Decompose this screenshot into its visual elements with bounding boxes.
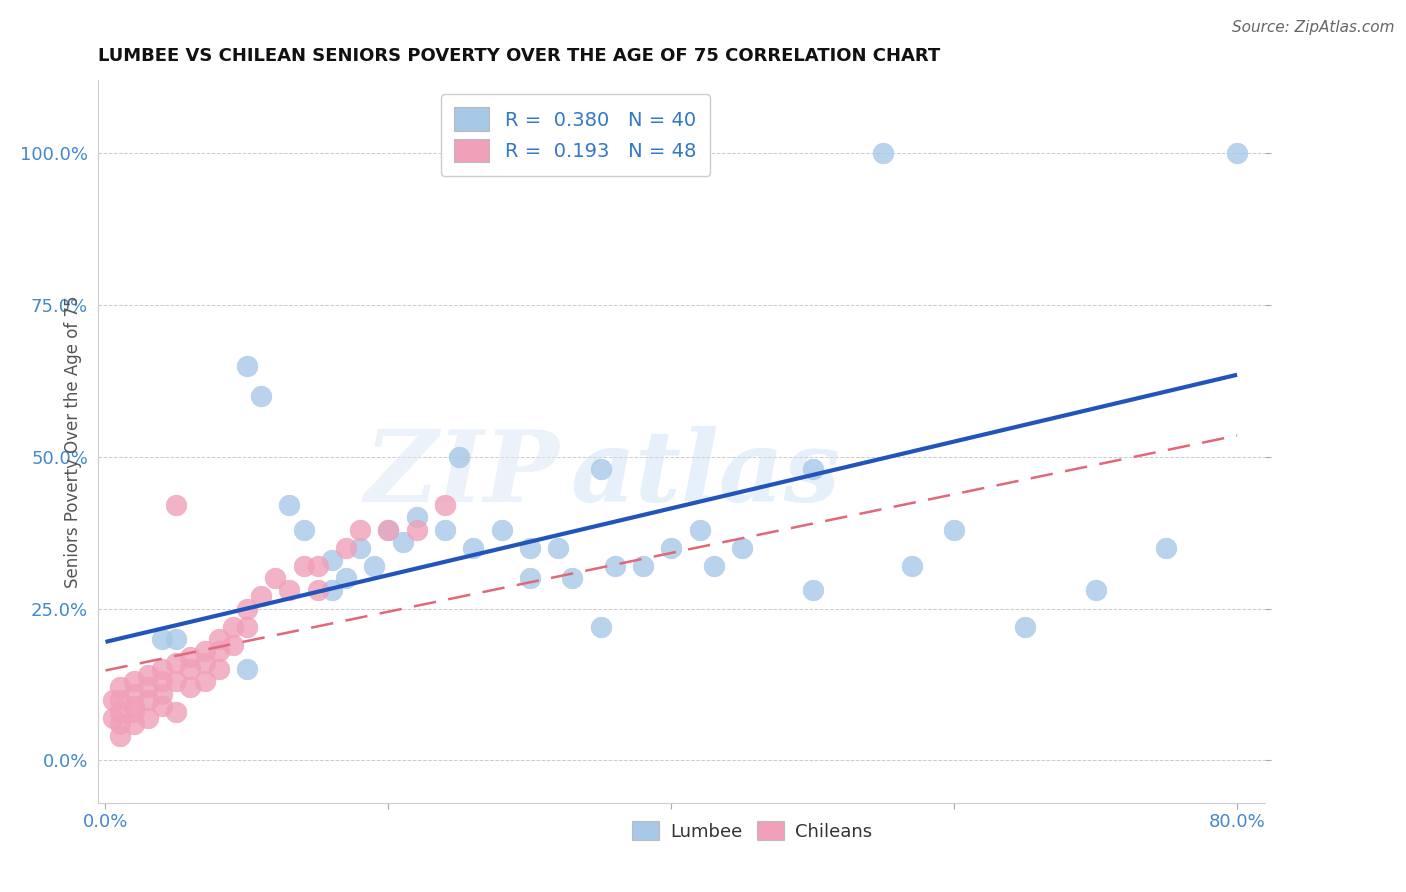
Point — [179, 662, 201, 676]
Point — [150, 698, 173, 713]
Point — [122, 686, 145, 700]
Point — [150, 662, 173, 676]
Point — [101, 692, 124, 706]
Point — [250, 389, 273, 403]
Point — [264, 571, 287, 585]
Point — [193, 644, 215, 658]
Point — [1226, 146, 1249, 161]
Point — [108, 692, 131, 706]
Point — [433, 498, 456, 512]
Point — [236, 359, 259, 373]
Point — [900, 559, 922, 574]
Point — [122, 705, 145, 719]
Point — [321, 553, 343, 567]
Point — [222, 638, 245, 652]
Point — [278, 583, 301, 598]
Point — [801, 462, 824, 476]
Point — [236, 620, 259, 634]
Point — [208, 662, 231, 676]
Point — [703, 559, 725, 574]
Point — [165, 656, 187, 670]
Point — [603, 559, 626, 574]
Point — [136, 681, 159, 695]
Point — [165, 632, 187, 646]
Point — [1084, 583, 1107, 598]
Point — [278, 498, 301, 512]
Point — [101, 711, 124, 725]
Point — [449, 450, 471, 464]
Point — [405, 510, 427, 524]
Point — [349, 523, 371, 537]
Point — [292, 559, 315, 574]
Point — [108, 681, 131, 695]
Point — [108, 717, 131, 731]
Point — [1014, 620, 1036, 634]
Point — [377, 523, 399, 537]
Point — [731, 541, 754, 555]
Point — [150, 674, 173, 689]
Point — [872, 146, 894, 161]
Point — [589, 620, 612, 634]
Point — [179, 681, 201, 695]
Point — [236, 662, 259, 676]
Point — [1156, 541, 1178, 555]
Point — [307, 559, 329, 574]
Point — [165, 498, 187, 512]
Point — [165, 674, 187, 689]
Point — [321, 583, 343, 598]
Point — [547, 541, 569, 555]
Point — [165, 705, 187, 719]
Point — [689, 523, 711, 537]
Text: Source: ZipAtlas.com: Source: ZipAtlas.com — [1232, 20, 1395, 35]
Point — [943, 523, 966, 537]
Legend: Lumbee, Chileans: Lumbee, Chileans — [624, 814, 879, 848]
Point — [193, 656, 215, 670]
Point — [801, 583, 824, 598]
Text: atlas: atlas — [571, 425, 841, 523]
Point — [377, 523, 399, 537]
Y-axis label: Seniors Poverty Over the Age of 75: Seniors Poverty Over the Age of 75 — [63, 295, 82, 588]
Point — [433, 523, 456, 537]
Point — [391, 534, 413, 549]
Point — [463, 541, 485, 555]
Point — [208, 644, 231, 658]
Point — [122, 674, 145, 689]
Point — [150, 686, 173, 700]
Text: LUMBEE VS CHILEAN SENIORS POVERTY OVER THE AGE OF 75 CORRELATION CHART: LUMBEE VS CHILEAN SENIORS POVERTY OVER T… — [98, 47, 941, 65]
Point — [491, 523, 513, 537]
Point — [136, 668, 159, 682]
Point — [136, 692, 159, 706]
Point — [222, 620, 245, 634]
Point — [150, 632, 173, 646]
Point — [136, 711, 159, 725]
Point — [405, 523, 427, 537]
Point — [193, 674, 215, 689]
Point — [208, 632, 231, 646]
Point — [519, 541, 541, 555]
Point — [236, 601, 259, 615]
Point — [122, 698, 145, 713]
Point — [335, 541, 357, 555]
Point — [349, 541, 371, 555]
Text: ZIP: ZIP — [364, 425, 560, 523]
Point — [335, 571, 357, 585]
Point — [589, 462, 612, 476]
Point — [108, 705, 131, 719]
Point — [122, 717, 145, 731]
Point — [307, 583, 329, 598]
Point — [659, 541, 682, 555]
Point — [108, 729, 131, 743]
Point — [292, 523, 315, 537]
Point — [631, 559, 654, 574]
Point — [250, 590, 273, 604]
Point — [561, 571, 583, 585]
Point — [363, 559, 385, 574]
Point — [179, 650, 201, 665]
Point — [519, 571, 541, 585]
